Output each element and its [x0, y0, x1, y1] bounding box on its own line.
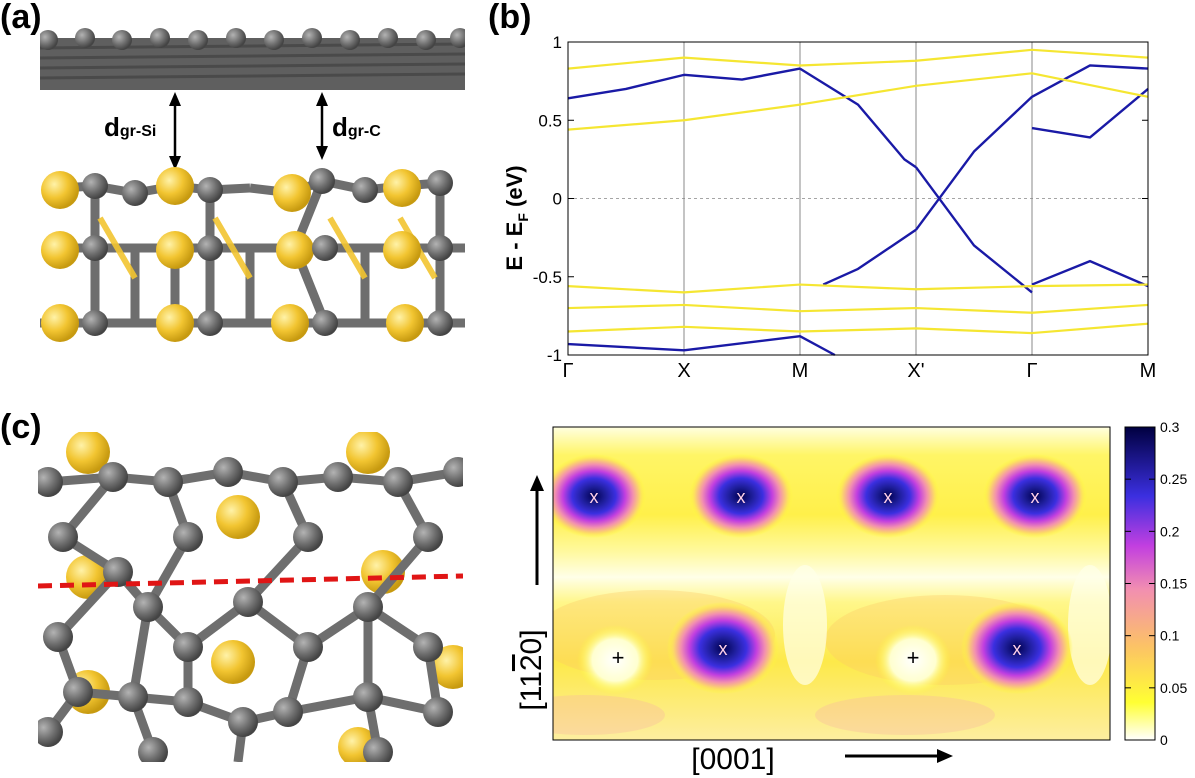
- band-xtick-label: X': [907, 360, 924, 382]
- band-line: [567, 48, 1149, 70]
- band-line: [915, 64, 1149, 231]
- label-d-gr-si: dgr-Si: [104, 112, 156, 143]
- colorbar-tick-label: 0.1: [1160, 628, 1180, 644]
- x-marker: x: [884, 487, 893, 507]
- colorbar-tick-label: 0: [1160, 732, 1168, 748]
- x-marker: x: [1031, 487, 1040, 507]
- panel-label-a: (a): [0, 0, 42, 36]
- colorbar-tick-label: 0.25: [1160, 471, 1187, 487]
- label-d-gr-c-sub: gr-C: [347, 123, 381, 140]
- colorbar-ticks: 0.3 0.25 0.2 0.15 0.1 0.05 0: [1125, 419, 1187, 748]
- band-line: [567, 303, 1149, 314]
- plus-marker: +: [612, 645, 625, 670]
- colorbar-tick-label: 0.05: [1160, 680, 1187, 696]
- x-marker: x: [737, 487, 746, 507]
- label-d-gr-c: dgr-C: [332, 112, 381, 143]
- density-spot: [836, 454, 940, 538]
- label-d-gr-si-main: d: [104, 112, 120, 142]
- cut-plane-dashed-line: [38, 573, 463, 589]
- graphene-layer: [40, 28, 465, 90]
- axis-arrow-y: [530, 475, 544, 585]
- band-xtick-label: M: [1140, 360, 1157, 382]
- label-d-gr-c-main: d: [332, 112, 348, 142]
- band-line: [822, 228, 917, 286]
- density-spot: [667, 602, 779, 694]
- band-ytick-label: -0.5: [533, 268, 562, 287]
- band-line: [1031, 88, 1149, 139]
- distance-arrow-c: [316, 92, 328, 160]
- panel-label-c: (c): [0, 408, 42, 446]
- panel-c-heatmap: x x x x x x + + 0.3 0.25 0.2 0.15 0.1 0.05 0 [0001] […: [515, 419, 1187, 776]
- band-xtick-label: Γ: [1026, 360, 1037, 382]
- panel-a-structure: [40, 28, 465, 342]
- colorbar-tick-label: 0.3: [1160, 419, 1180, 435]
- silicon-atoms: [41, 167, 424, 342]
- heatmap-xlabel: [0001]: [691, 743, 774, 776]
- band-ylabel: E - EF (eV): [502, 165, 531, 270]
- band-line: [567, 335, 836, 357]
- carbon-atoms: [82, 168, 453, 336]
- band-line: [915, 166, 1033, 294]
- band-line: [567, 67, 801, 100]
- density-spot: [553, 454, 646, 538]
- axis-arrow-x: [845, 749, 953, 763]
- panel-c-structure: [38, 432, 463, 762]
- band-line: [1031, 259, 1149, 288]
- band-axes: 10.50-0.5-1Γ X M X' Γ M: [533, 33, 1157, 382]
- heatmap-field: [553, 427, 1110, 740]
- band-ytick-label: 0.5: [538, 111, 562, 130]
- band-ytick-label: -1: [547, 346, 562, 365]
- panel-label-b: (b): [488, 0, 532, 36]
- heatmap-markers: x x x x x x + +: [590, 487, 1040, 670]
- panel-b-band-structure: 10.50-0.5-1Γ X M X' Γ M E - EF (eV): [502, 33, 1157, 382]
- distance-arrow-si: [169, 92, 181, 170]
- density-spot: [689, 454, 793, 538]
- carbon-atoms-top: [38, 457, 463, 762]
- x-marker: x: [590, 487, 599, 507]
- colorbar-tick-label: 0.2: [1160, 523, 1180, 539]
- band-plot-area: [567, 42, 1149, 357]
- band-line: [567, 72, 1149, 131]
- x-marker: x: [1013, 639, 1022, 659]
- colorbar-tick-label: 0.15: [1160, 576, 1187, 592]
- band-line: [567, 322, 1149, 335]
- band-ytick-label: 0: [553, 190, 562, 209]
- band-line: [567, 283, 1149, 294]
- density-spot: [983, 454, 1087, 538]
- band-xtick-label: M: [792, 360, 809, 382]
- plus-marker: +: [907, 645, 920, 670]
- band-line: [799, 67, 917, 169]
- x-marker: x: [719, 639, 728, 659]
- band-ytick-label: 1: [553, 33, 562, 52]
- label-d-gr-si-sub: gr-Si: [119, 123, 157, 140]
- band-xtick-label: X: [677, 360, 690, 382]
- band-xtick-label: Γ: [562, 360, 573, 382]
- heatmap-ylabel: [1120]: [515, 629, 548, 710]
- density-spot: [961, 602, 1073, 694]
